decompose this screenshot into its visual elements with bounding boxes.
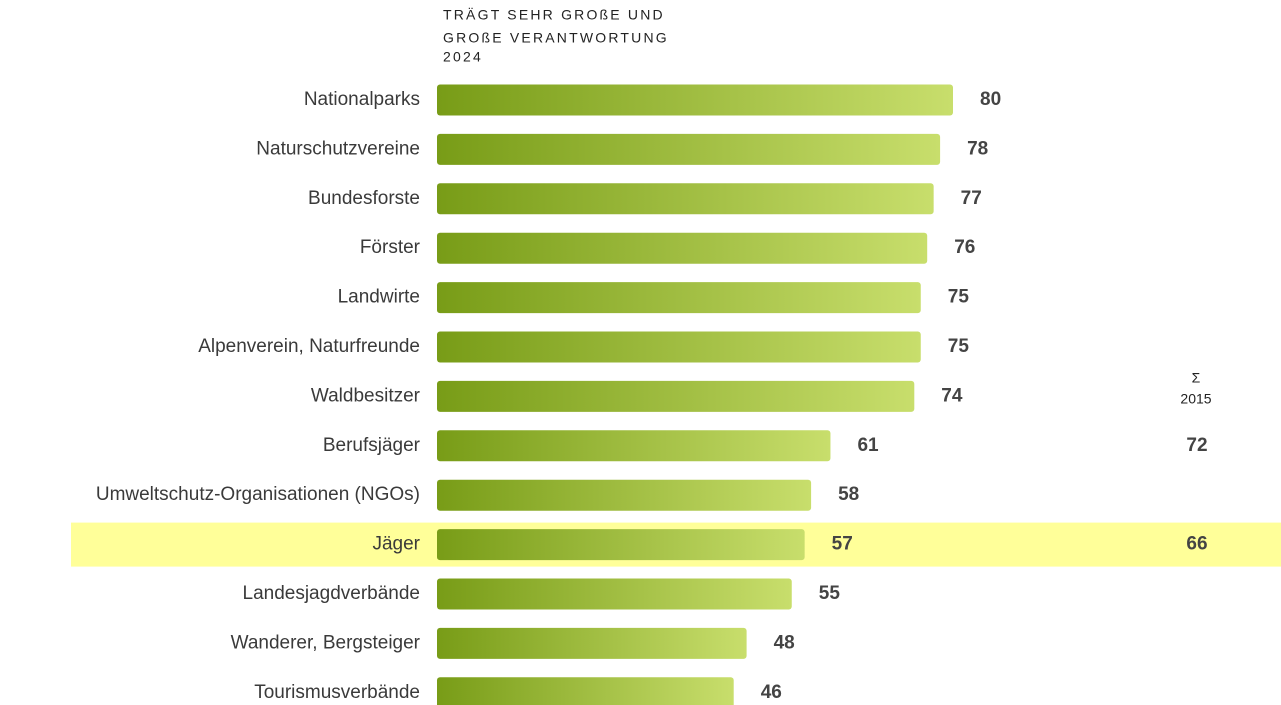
category-label: Berufsjäger <box>323 435 421 456</box>
chart-title: GROßE VERANTWORTUNG <box>443 30 669 46</box>
bar <box>437 232 928 264</box>
bar <box>437 529 805 561</box>
value-label: 57 <box>832 534 853 555</box>
value-label: 77 <box>961 188 982 209</box>
bar <box>437 479 812 511</box>
category-label: Tourismusverbände <box>254 682 420 703</box>
category-label: Waldbesitzer <box>311 385 421 406</box>
category-label: Wanderer, Bergsteiger <box>231 632 421 653</box>
bar <box>437 430 831 462</box>
category-label: Landesjagdverbände <box>243 583 421 604</box>
value-label: 78 <box>967 138 988 159</box>
value-label: 55 <box>819 583 841 604</box>
bar <box>437 627 747 659</box>
chart-title: TRÄGT SEHR GROßE UND <box>443 7 665 23</box>
value-label: 80 <box>980 89 1001 110</box>
bar <box>437 578 792 610</box>
value-label: 75 <box>948 336 970 357</box>
value-label: 58 <box>838 484 859 505</box>
category-label: Bundesforste <box>308 188 420 209</box>
series-header: 2015 <box>1180 391 1211 407</box>
category-label: Umweltschutz-Organisationen (NGOs) <box>96 484 420 505</box>
series-header: 2024 <box>443 49 483 65</box>
value-label: 48 <box>774 632 795 653</box>
column-symbol: Σ <box>1192 370 1201 386</box>
category-label: Förster <box>360 237 421 258</box>
category-label: Landwirte <box>338 287 420 308</box>
value-label: 46 <box>761 682 782 703</box>
bar <box>437 84 953 116</box>
value-label: 72 <box>1186 435 1207 456</box>
bar <box>437 282 921 314</box>
value-label: 75 <box>948 287 970 308</box>
bar <box>437 183 934 215</box>
value-label: 76 <box>954 237 975 258</box>
bar <box>437 133 941 165</box>
category-label: Nationalparks <box>304 89 420 110</box>
bar <box>437 677 734 705</box>
value-label: 74 <box>941 385 963 406</box>
bar <box>437 331 921 363</box>
bar <box>437 380 915 412</box>
value-label: 66 <box>1186 534 1207 555</box>
category-label: Alpenverein, Naturfreunde <box>198 336 420 357</box>
category-label: Naturschutzvereine <box>256 138 420 159</box>
value-label: 61 <box>857 435 879 456</box>
category-label: Jäger <box>372 534 420 555</box>
